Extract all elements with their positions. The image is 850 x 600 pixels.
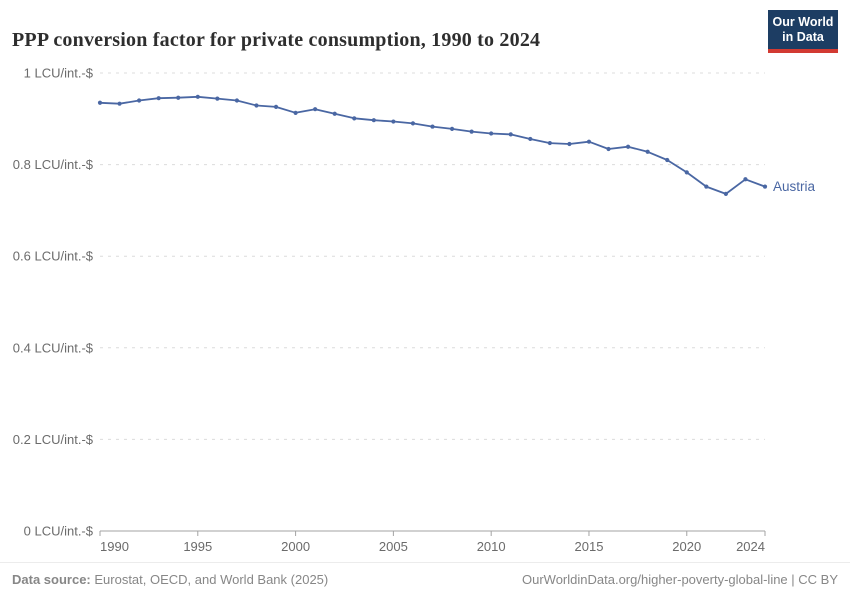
x-axis-tick-label: 2024 [736,539,765,554]
chart-footer: Data source: Eurostat, OECD, and World B… [0,562,850,587]
x-axis-tick-label: 2015 [575,539,604,554]
y-axis-tick-label: 0.6 LCU/int.-$ [13,249,94,264]
data-point [684,170,689,175]
series-line-austria [99,95,766,195]
x-axis-tick-label: 2005 [379,539,408,554]
data-source-note: Data source: Eurostat, OECD, and World B… [12,572,328,587]
data-point [547,140,552,146]
y-axis-tick-label: 0.8 LCU/int.-$ [13,157,94,172]
data-point [508,132,513,137]
data-point [489,131,494,136]
x-axis-tick-label: 1995 [183,539,212,554]
data-point [137,98,142,103]
data-point [586,139,592,144]
data-point [195,94,200,99]
data-point [665,157,670,163]
x-axis-tick-label: 2010 [477,539,506,554]
data-point [293,110,298,115]
data-point [254,103,259,108]
data-point [156,96,161,101]
data-point [430,124,435,129]
y-axis-tick-label: 0.4 LCU/int.-$ [13,340,94,355]
x-axis-tick-label: 1990 [100,539,129,554]
data-point [469,129,474,134]
y-axis-tick-label: 0.2 LCU/int.-$ [13,432,94,447]
data-point [449,126,455,131]
data-point [97,100,103,105]
data-point [645,149,650,154]
attribution-link[interactable]: OurWorldinData.org/higher-poverty-global… [522,572,838,587]
data-point [371,118,376,123]
data-point [352,116,357,121]
data-source-label: Data source: [12,572,91,587]
data-point [410,121,416,126]
y-axis-tick-label: 0 LCU/int.-$ [24,524,94,539]
owid-logo-text-line2: in Data [782,30,824,44]
owid-logo: Our World in Data [768,10,838,53]
series-end-label-austria: Austria [773,179,816,194]
data-point [313,107,318,112]
data-point [234,98,240,103]
data-point [391,119,396,124]
data-point [606,146,611,152]
data-point [528,136,533,142]
data-point [567,141,572,147]
data-point [625,144,631,149]
data-point [273,104,279,109]
data-point [704,184,709,189]
data-point [176,95,181,100]
data-point [743,177,748,182]
data-point [332,111,337,116]
data-point [762,184,768,189]
x-axis-tick-label: 2020 [672,539,701,554]
data-point [215,96,220,101]
y-axis-tick-label: 1 LCU/int.-$ [24,66,94,81]
chart-title: PPP conversion factor for private consum… [12,29,541,52]
owid-logo-text-line1: Our World [772,15,834,29]
line-chart: 0 LCU/int.-$ 0.2 LCU/int.-$ 0.4 LCU/int.-$… [13,66,816,555]
data-point [723,191,728,197]
x-axis-tick-label: 2000 [281,539,310,554]
data-point [117,101,122,106]
data-source-text: Eurostat, OECD, and World Bank (2025) [90,572,329,587]
